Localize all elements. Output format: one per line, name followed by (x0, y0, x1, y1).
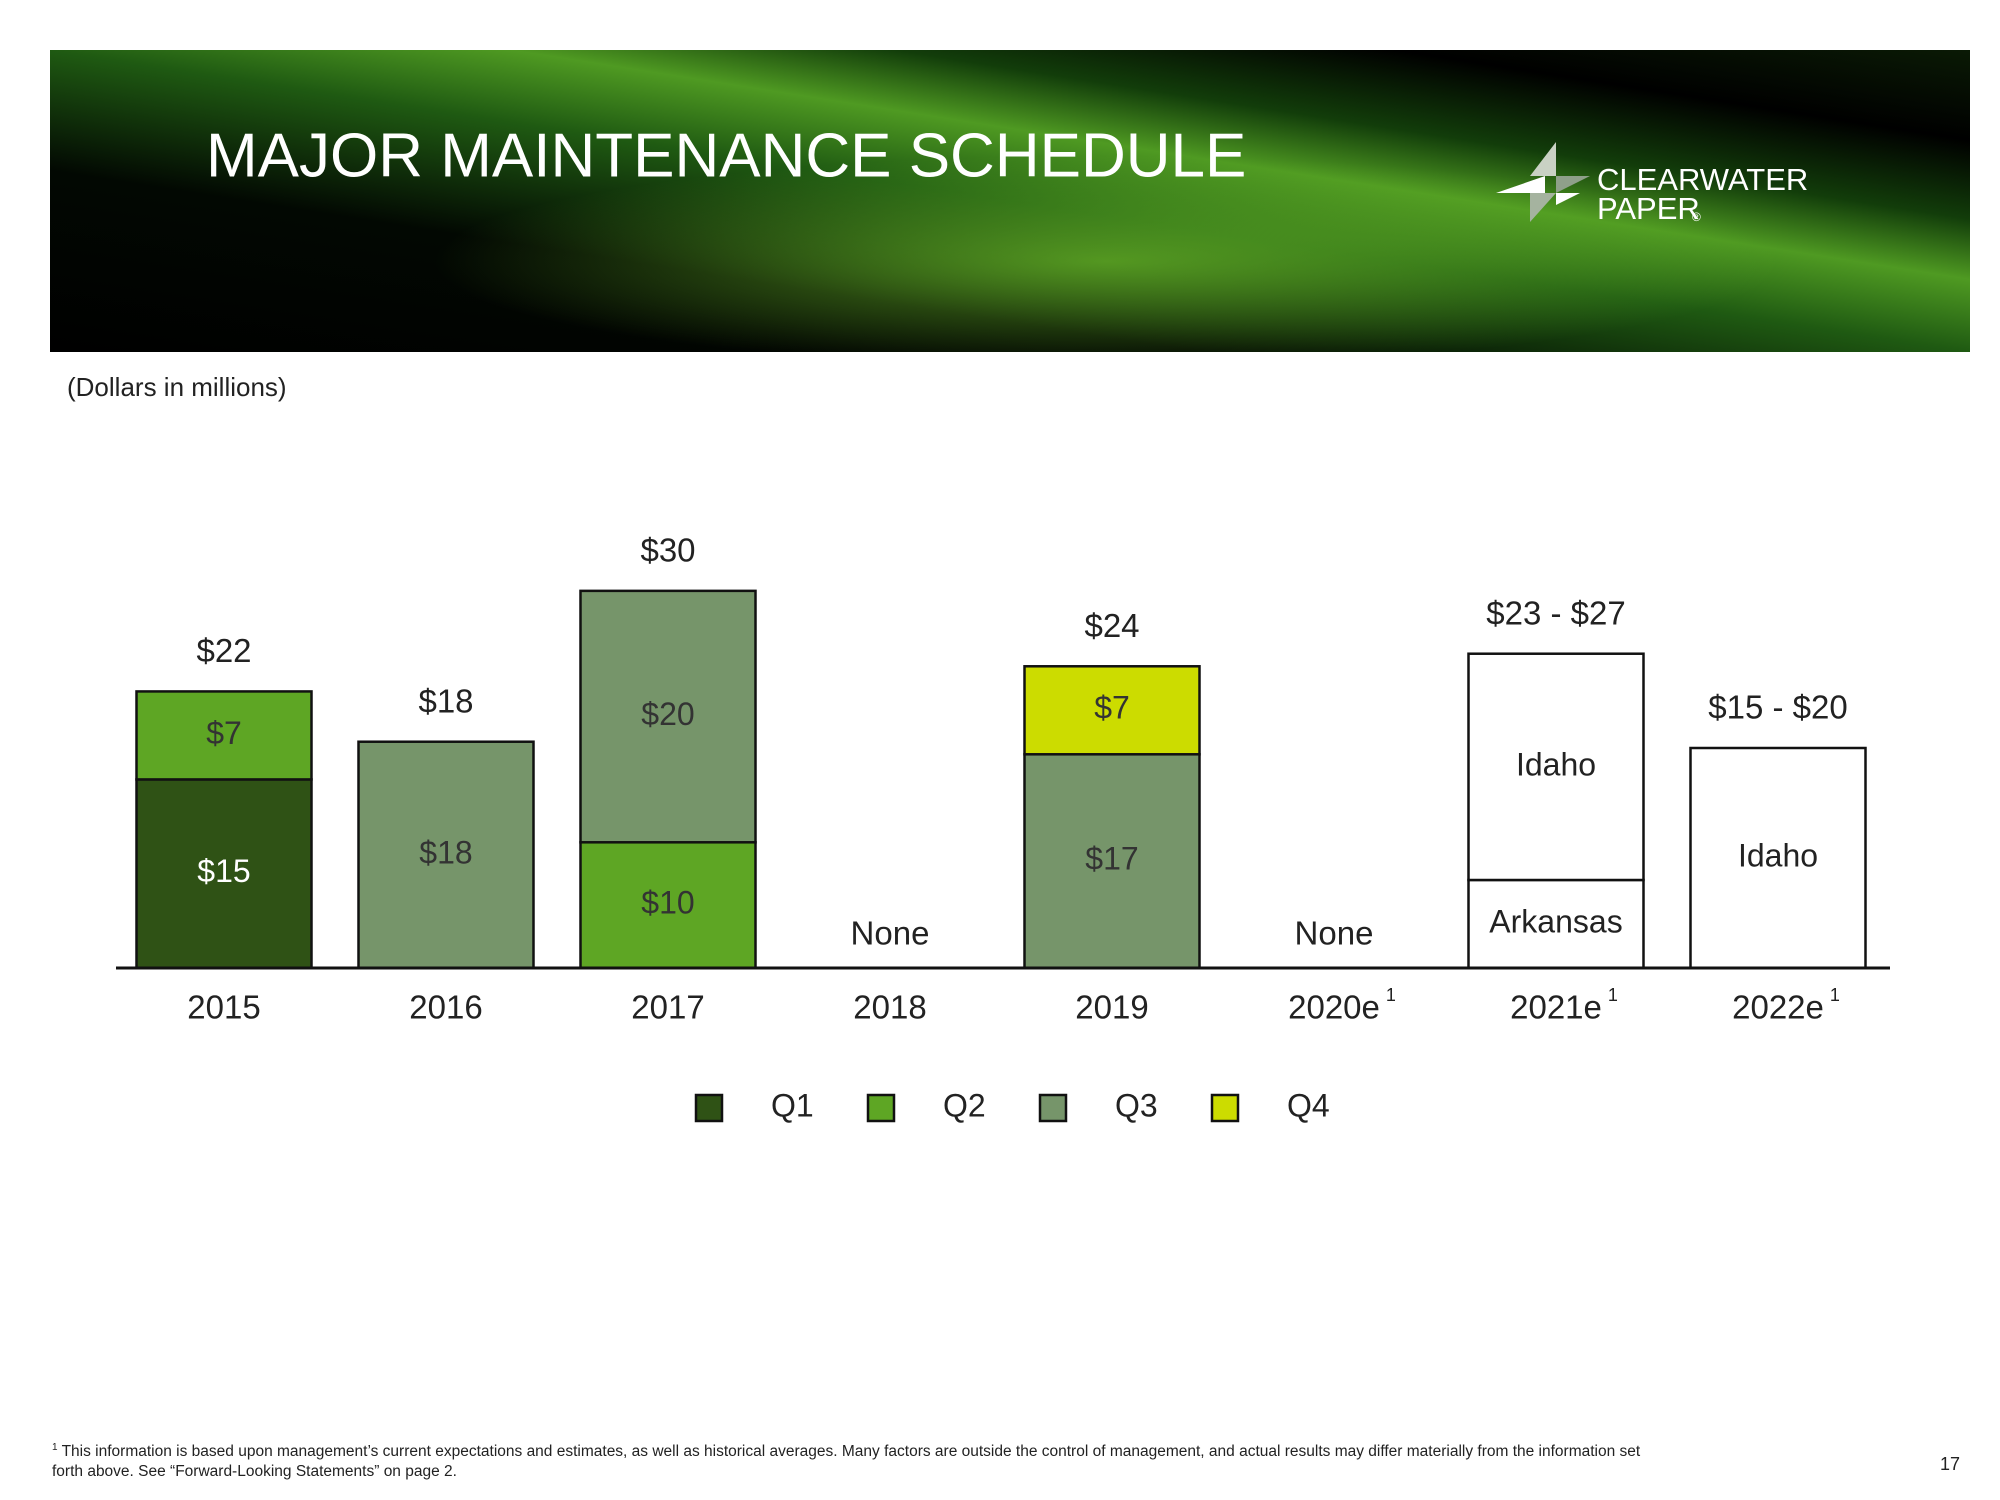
total-label: $18 (418, 682, 473, 719)
logo-text: PAPER (1597, 191, 1700, 226)
x-tick-footnote: 1 (1608, 985, 1618, 1005)
total-label: None (851, 915, 930, 952)
total-label: $24 (1084, 607, 1139, 644)
footnote-line: 1 This information is based upon managem… (52, 1438, 1852, 1462)
x-tick-label: 2018 (853, 989, 926, 1026)
total-label: $30 (640, 532, 695, 569)
legend-label: Q4 (1287, 1087, 1330, 1123)
total-label: $23 - $27 (1486, 594, 1625, 631)
estimate-segment (1467, 878, 1645, 970)
value-label: $7 (1094, 690, 1130, 726)
estimate-segment (1467, 652, 1645, 882)
bar-segment (135, 690, 313, 781)
x-tick-footnote: 1 (1830, 985, 1840, 1005)
legend-label: Q3 (1115, 1087, 1158, 1123)
logo: CLEARWATER PAPER ® (1496, 142, 1808, 226)
value-label: $10 (641, 885, 694, 921)
footnote-line: forth above. See “Forward-Looking Statem… (52, 1463, 457, 1480)
x-tick-label: 2019 (1075, 989, 1148, 1026)
slide-title: MAJOR MAINTENANCE SCHEDULE (206, 121, 1246, 190)
x-tick-label: 2015 (187, 989, 260, 1026)
total-label: $15 - $20 (1708, 689, 1847, 726)
bar-segment (579, 589, 757, 844)
legend-swatch (1038, 1093, 1068, 1123)
value-label: $7 (206, 715, 242, 751)
subtitle: (Dollars in millions) (67, 372, 287, 402)
page-number: 17 (1940, 1454, 1961, 1474)
x-tick-label: 2017 (631, 989, 704, 1026)
total-label: None (1295, 915, 1374, 952)
x-tick-label: 2020e (1288, 989, 1380, 1026)
estimate-segment (1689, 746, 1867, 970)
legend-swatch (694, 1093, 724, 1123)
total-label: $22 (196, 632, 251, 669)
value-label: $17 (1085, 841, 1138, 877)
bar-segment (1023, 665, 1201, 756)
value-label: $15 (197, 853, 250, 889)
banner (50, 50, 1970, 352)
segment-label: Idaho (1738, 837, 1818, 873)
bar-segment (357, 740, 535, 970)
bar-segment (579, 841, 757, 970)
footnote-marker: 1 (52, 1442, 58, 1453)
value-label: $18 (419, 834, 472, 870)
logo-text: CLEARWATER (1597, 162, 1808, 197)
value-label: $20 (641, 696, 694, 732)
footnote: 1 This information is based upon managem… (52, 1438, 1852, 1482)
x-tick-footnote: 1 (1386, 985, 1396, 1005)
x-tick-label: 2016 (409, 989, 482, 1026)
legend-swatch (1210, 1093, 1240, 1123)
segment-label: Idaho (1516, 746, 1596, 782)
footnote-text: This information is based upon managemen… (61, 1443, 1641, 1460)
legend-swatch (866, 1093, 896, 1123)
x-tick-label: 2022e (1732, 989, 1824, 1026)
x-tick-label: 2021e (1510, 989, 1602, 1026)
segment-label: Arkansas (1489, 903, 1622, 939)
legend-label: Q1 (771, 1087, 814, 1123)
legend-label: Q2 (943, 1087, 986, 1123)
logo-mark: ® (1692, 210, 1701, 224)
